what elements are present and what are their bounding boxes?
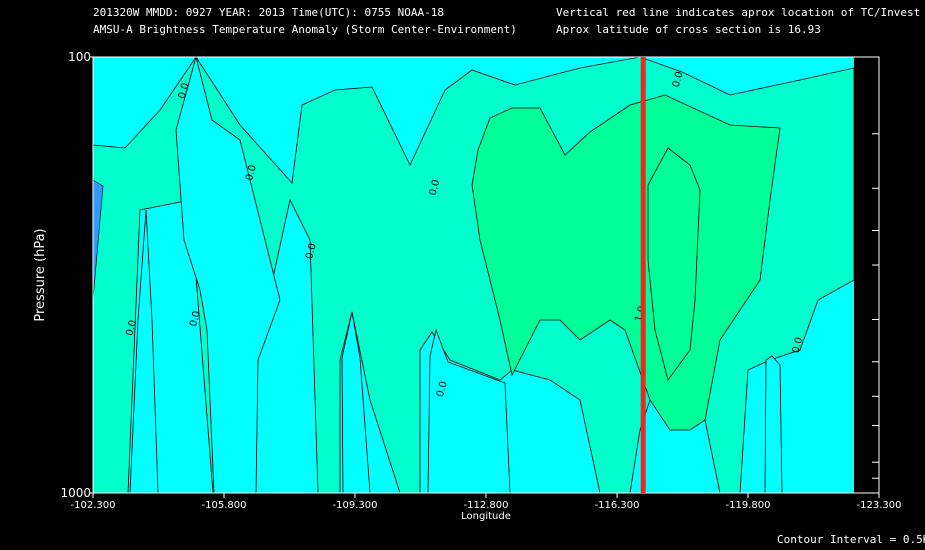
- contour-label: 0.0: [244, 164, 259, 182]
- header-title-line2: AMSU-A Brightness Temperature Anomaly (S…: [93, 23, 517, 36]
- axis-ticks: [89, 56, 880, 498]
- fill-above-one: [647, 147, 701, 381]
- fill-zero-gap-c: [341, 311, 371, 493]
- x-tick-label: -112.800: [464, 500, 509, 511]
- x-axis-label: Longitude: [461, 511, 511, 522]
- contour-label: 0.0: [428, 178, 443, 196]
- y-tick-label: 100: [68, 50, 91, 64]
- fill-half-to-one: [471, 94, 781, 431]
- fill-minimum-blue: [93, 179, 104, 301]
- x-tick-label: -116.300: [595, 500, 640, 511]
- y-axis-label: Pressure (hPa): [33, 228, 48, 321]
- x-tick-label: -123.300: [857, 500, 902, 511]
- contour-interval-note: Contour Interval = 0.5K: [777, 533, 925, 546]
- x-tick-label: -105.800: [202, 500, 247, 511]
- contour-label: 0.0: [177, 82, 192, 100]
- header-note-line2: Aprox latitude of cross section is 16.93: [556, 23, 821, 36]
- header-title-line1: 201320W MMDD: 0927 YEAR: 2013 Time(UTC):…: [93, 6, 444, 19]
- y-tick-label: 1000: [60, 486, 91, 500]
- x-tick-label: -119.800: [726, 500, 771, 511]
- contour-label: 0.0: [671, 70, 686, 88]
- fill-zero-gap-b: [175, 57, 281, 493]
- contour-label: 0.0: [124, 319, 139, 337]
- fill-zero-gap-e: [764, 355, 783, 493]
- fill-zero-gap-d: [427, 328, 511, 493]
- fill-zero-gap-a: [129, 209, 159, 493]
- x-tick-label: -102.300: [71, 500, 116, 511]
- plot-right-margin: [854, 57, 886, 493]
- header-note-line1: Vertical red line indicates aprox locati…: [556, 6, 921, 19]
- contour-label: 0.0: [304, 242, 319, 260]
- x-tick-label: -109.300: [333, 500, 378, 511]
- contour-label: 0.0: [435, 380, 450, 398]
- contour-field: [93, 57, 854, 493]
- contour-label: 0.0: [791, 336, 806, 354]
- contour-label: 0.0: [188, 310, 203, 328]
